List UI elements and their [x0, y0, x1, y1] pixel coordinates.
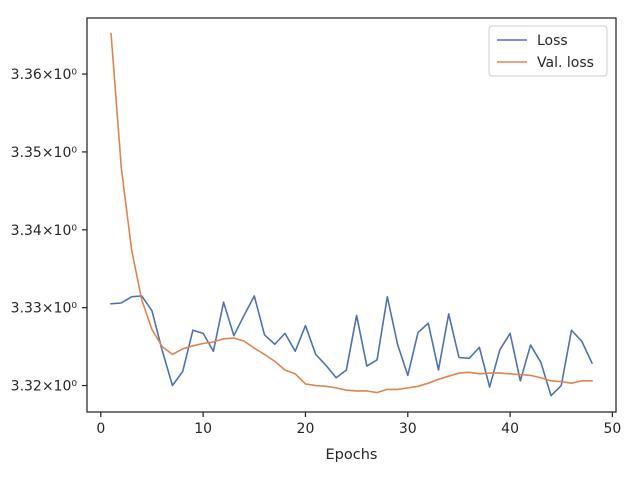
- y-tick-label: 3.32×10⁰: [11, 379, 78, 395]
- x-axis: 0 10 20 30 40 50: [96, 412, 621, 437]
- y-tick-label: 3.36×10⁰: [11, 67, 78, 83]
- plot-area-frame: [86, 17, 617, 413]
- series-line-val-loss: [110, 32, 593, 394]
- legend-box: [488, 25, 608, 77]
- x-tick-label: 0: [96, 421, 105, 437]
- y-tick-label: 3.34×10⁰: [11, 223, 78, 239]
- legend-entry-label: Loss: [537, 33, 568, 49]
- legend: Loss Val. loss: [488, 25, 608, 77]
- y-axis: 3.32×10⁰ 3.33×10⁰ 3.34×10⁰ 3.35×10⁰ 3.36×10⁰: [11, 67, 87, 395]
- y-tick-label: 3.35×10⁰: [11, 145, 78, 161]
- x-tick-label: 40: [501, 421, 519, 437]
- series-line-loss: [110, 295, 594, 397]
- x-tick-label: 50: [604, 421, 622, 437]
- x-tick-label: 10: [194, 421, 212, 437]
- x-tick-label: 30: [399, 421, 417, 437]
- x-tick-label: 20: [297, 421, 315, 437]
- x-axis-label: Epochs: [326, 447, 378, 463]
- series-layer: [110, 32, 594, 397]
- legend-entry-label: Val. loss: [537, 55, 594, 71]
- y-tick-label: 3.33×10⁰: [11, 301, 78, 317]
